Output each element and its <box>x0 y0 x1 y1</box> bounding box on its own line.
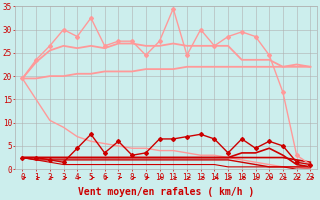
X-axis label: Vent moyen/en rafales ( km/h ): Vent moyen/en rafales ( km/h ) <box>78 187 254 197</box>
